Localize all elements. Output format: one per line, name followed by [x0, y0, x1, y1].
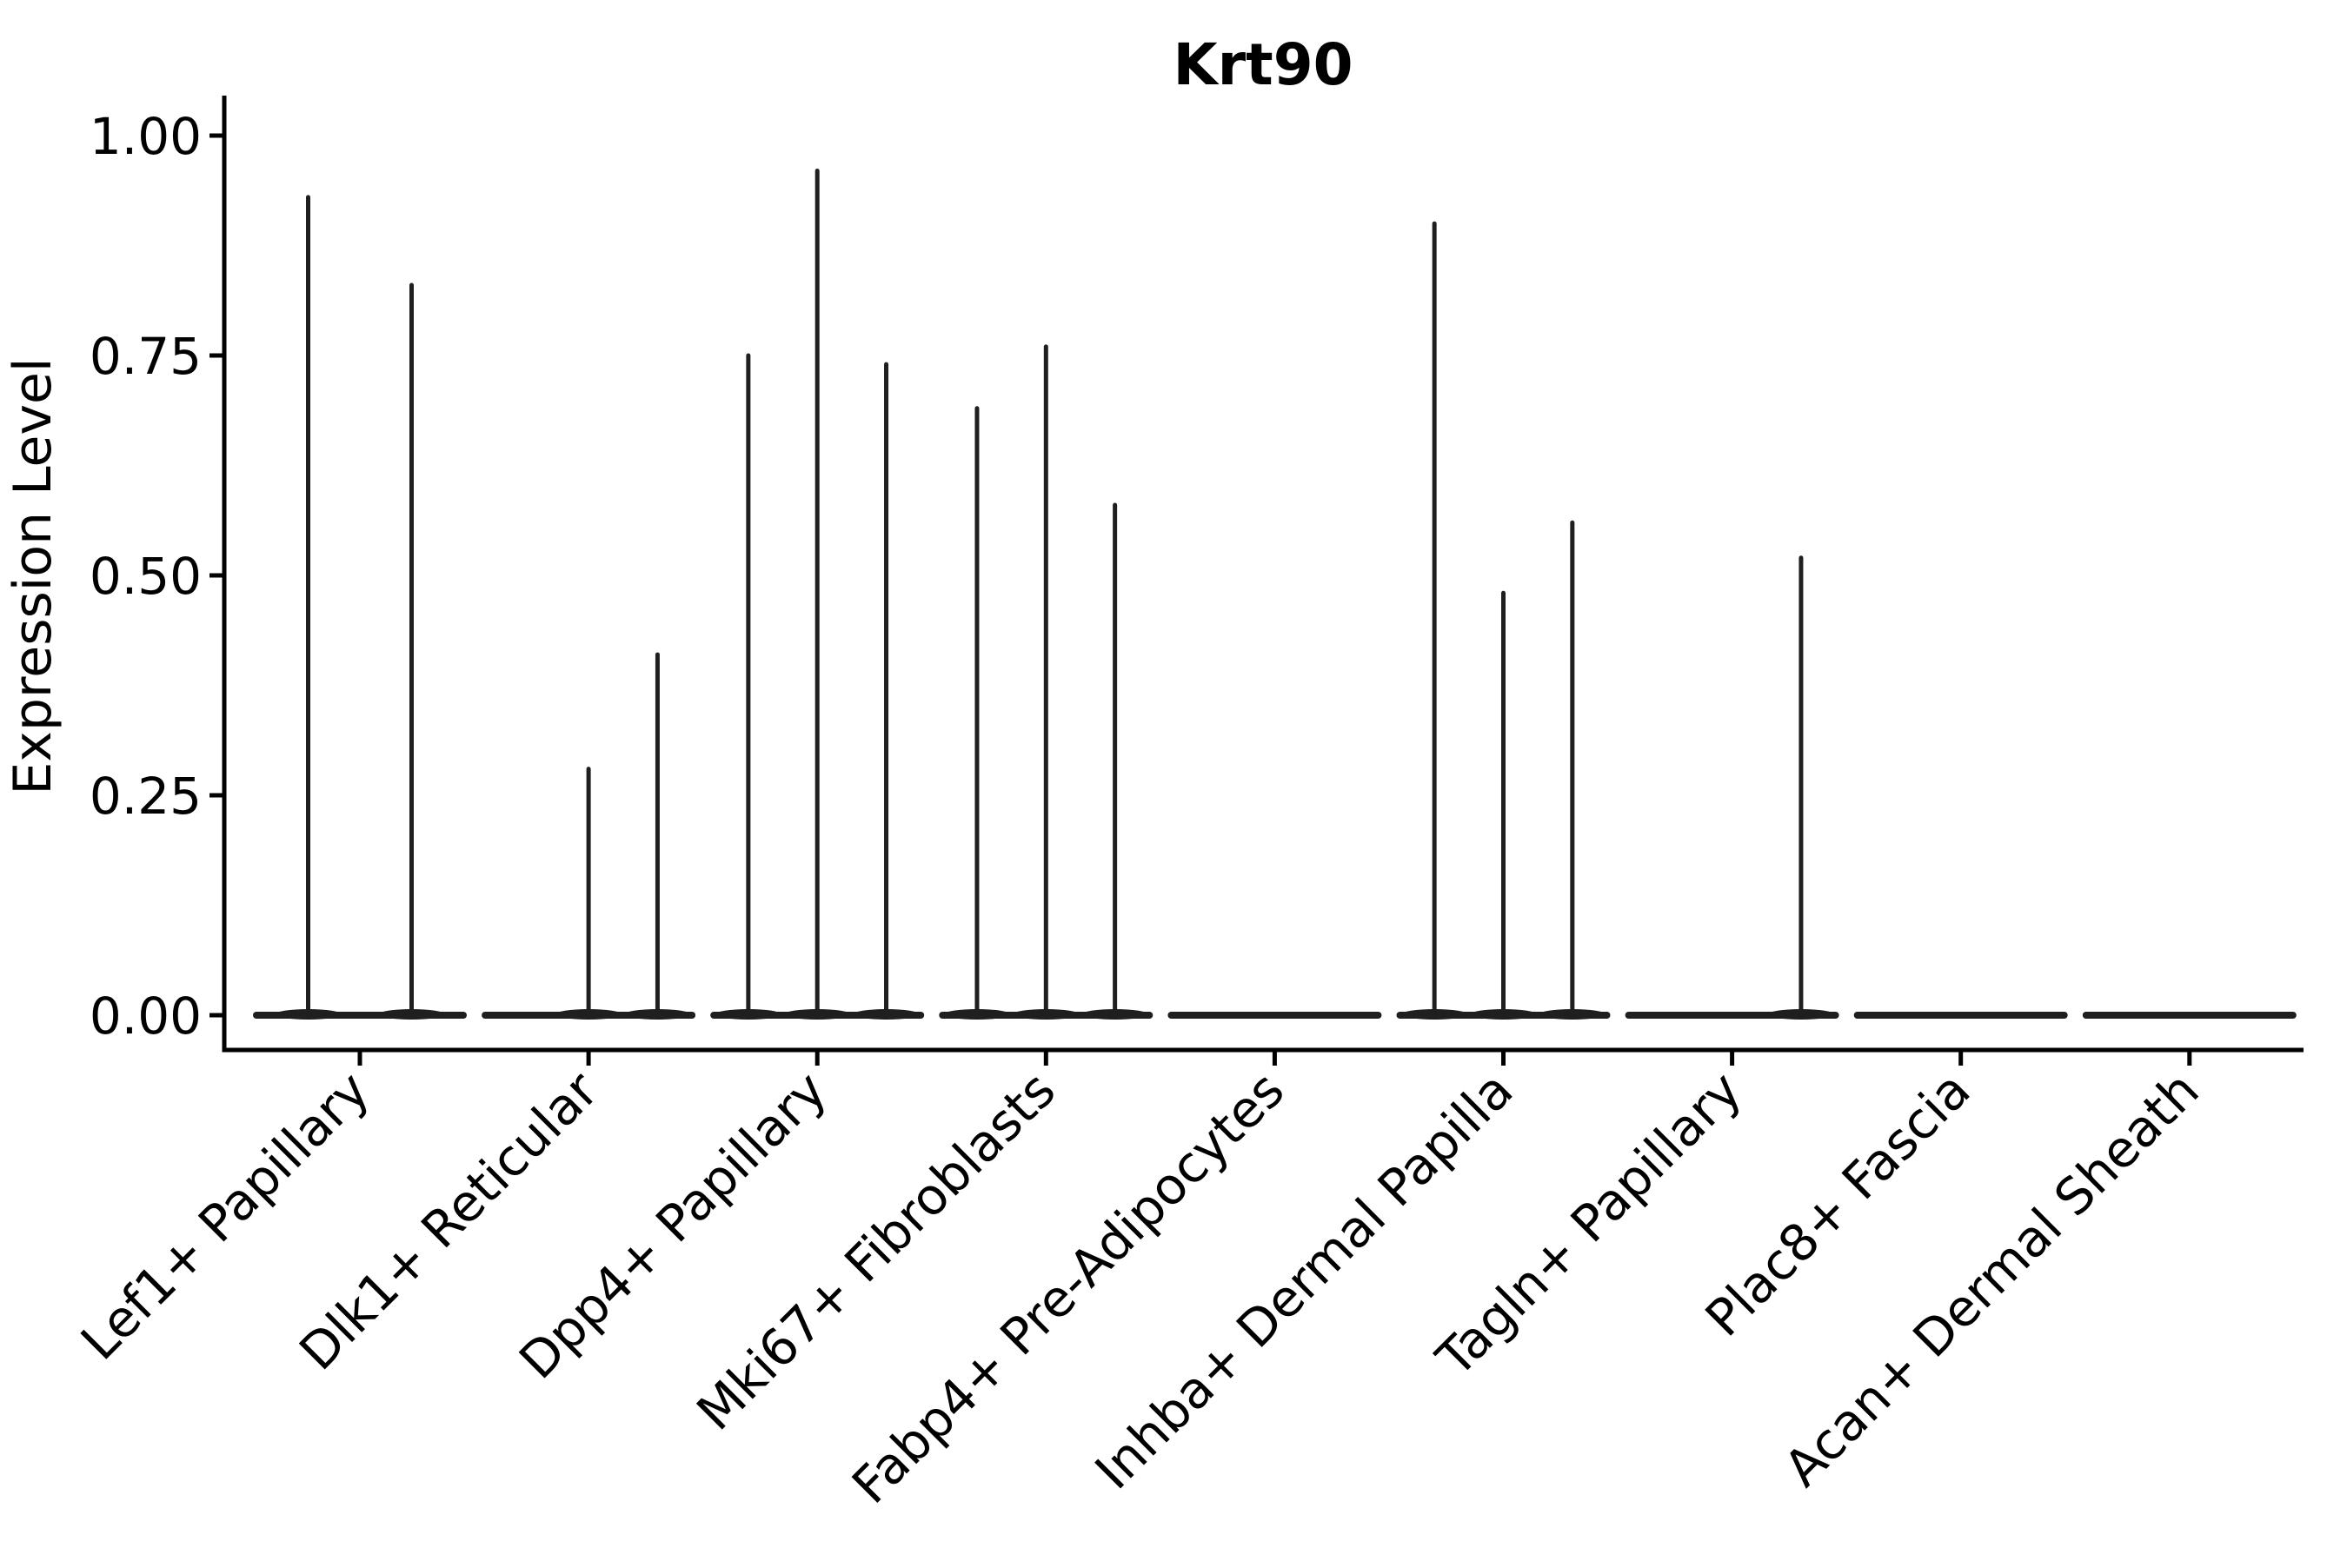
x-tick-label: Inhba+ Dermal Papilla: [1084, 1060, 1525, 1501]
plot-title: Krt90: [1173, 31, 1353, 98]
x-tick-label: Acan+ Dermal Sheath: [1772, 1060, 2210, 1498]
y-tick-label: 0.75: [90, 327, 202, 386]
y-tick-label: 1.00: [90, 107, 202, 166]
x-tick-label: Fabp4+ Pre-Adipocytes: [841, 1060, 1295, 1515]
violins: [253, 168, 2297, 1020]
y-axis-label: Expression Level: [3, 357, 63, 794]
axes: 0.00 0.25 0.50 0.75 1.00: [90, 96, 2304, 1066]
y-tick-label: 0.00: [90, 987, 202, 1046]
y-tick-label: 0.50: [90, 547, 202, 606]
y-tick-label: 0.25: [90, 767, 202, 826]
